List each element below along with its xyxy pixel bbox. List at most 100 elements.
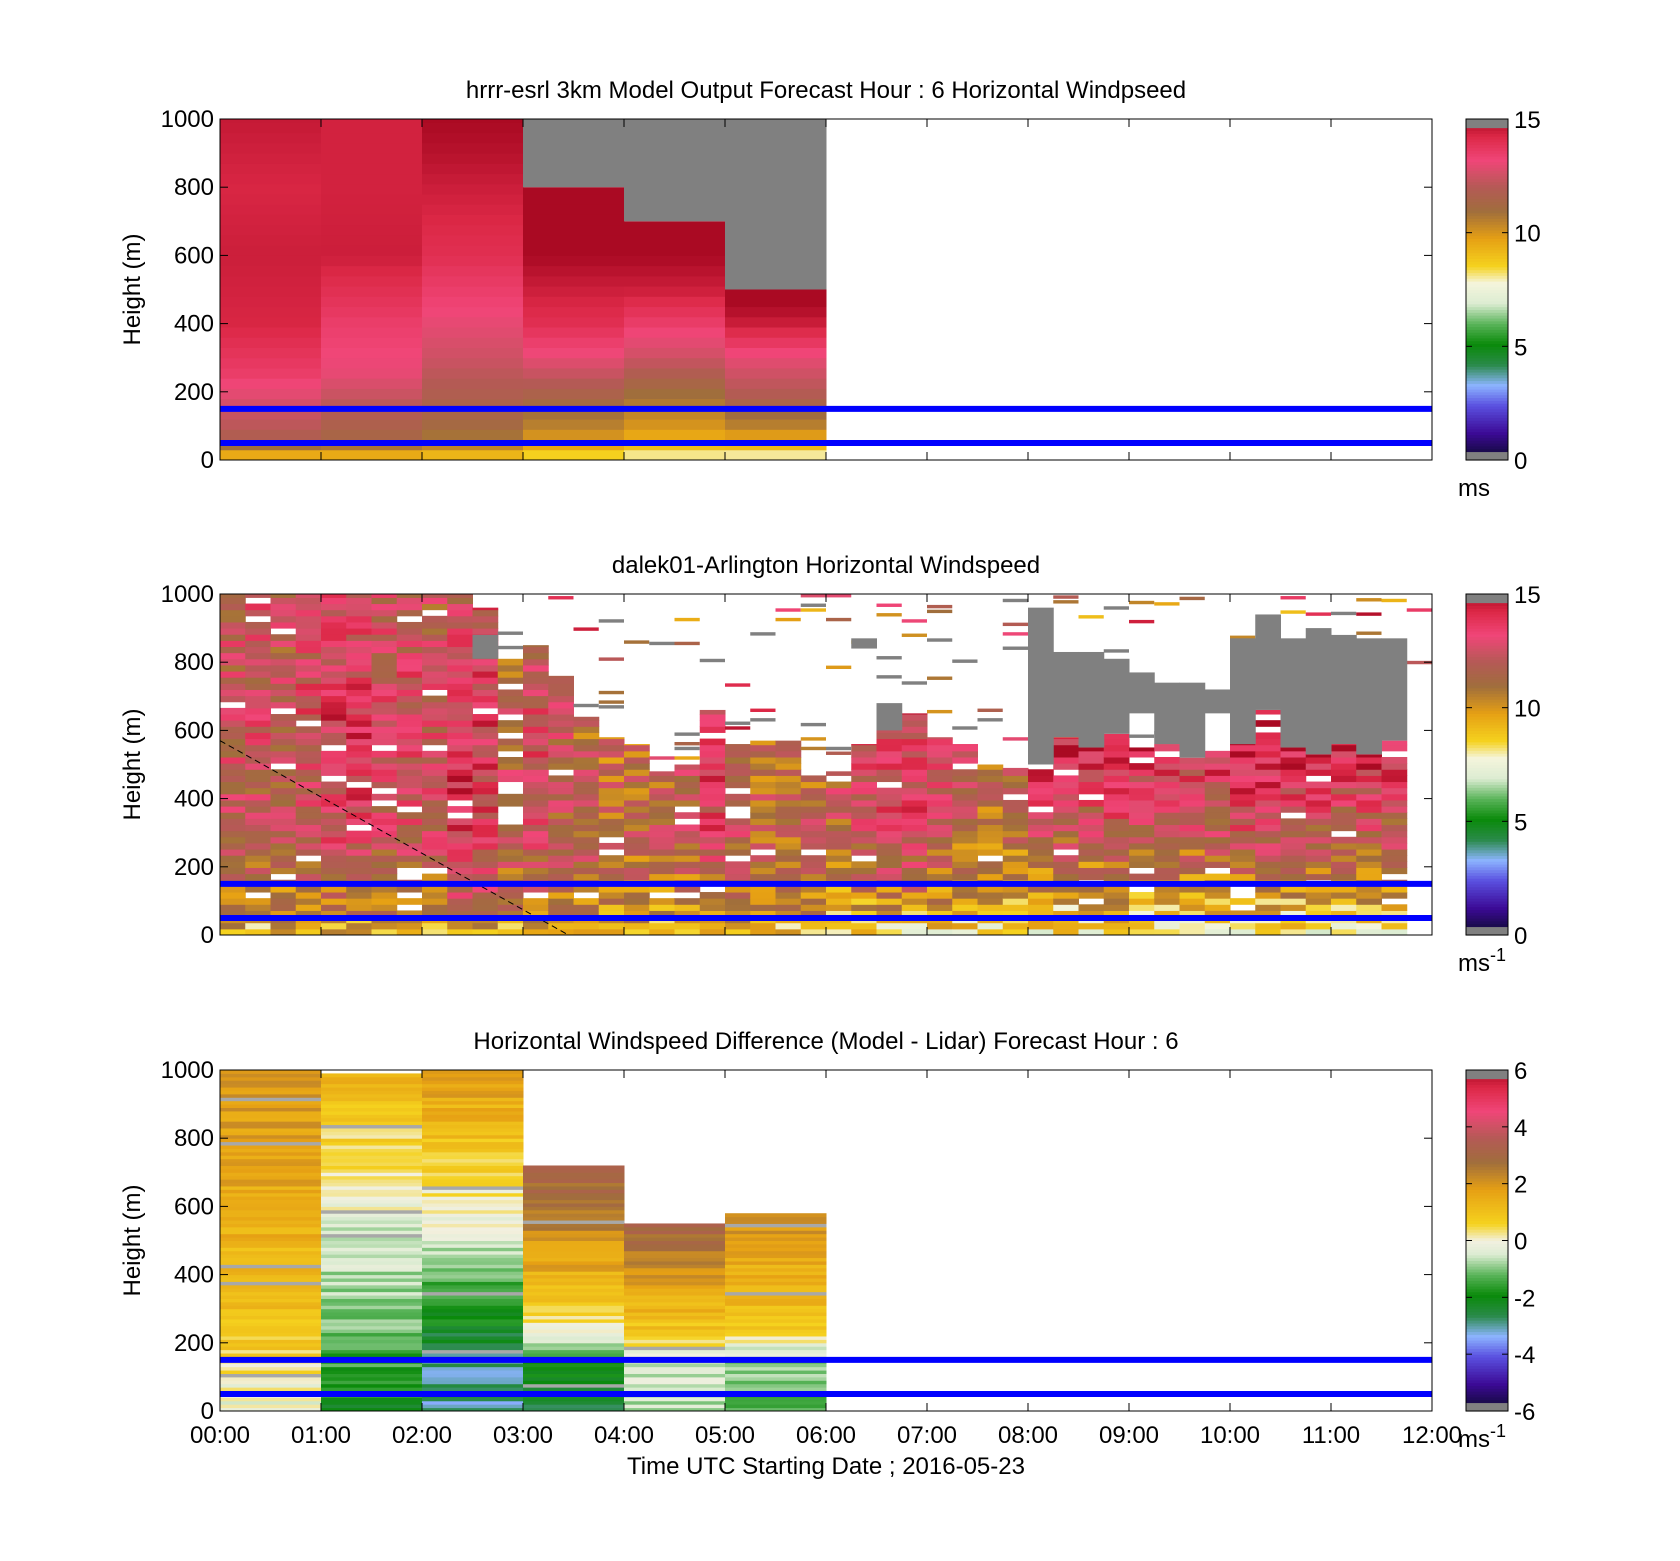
heatmap-cell xyxy=(523,1404,625,1409)
heatmap-cell xyxy=(295,812,322,819)
heatmap-cell xyxy=(876,830,903,838)
heatmap-cell xyxy=(396,799,423,807)
heatmap-cell xyxy=(422,1213,524,1218)
heatmap-cell xyxy=(447,689,473,697)
heatmap-cell xyxy=(649,641,675,646)
heatmap-cell xyxy=(346,621,372,629)
heatmap-cell xyxy=(952,867,978,875)
heatmap-cell xyxy=(295,701,322,709)
no-data-block xyxy=(1078,651,1105,748)
heatmap-cell xyxy=(422,892,448,899)
heatmap-cell xyxy=(573,830,600,838)
heatmap-cell xyxy=(1381,867,1408,875)
heatmap-cell xyxy=(800,775,827,783)
heatmap-cell xyxy=(750,781,776,789)
heatmap-cell xyxy=(1078,892,1105,899)
heatmap-cell xyxy=(422,449,524,461)
heatmap-cell xyxy=(725,1288,827,1293)
heatmap-cell xyxy=(220,1141,322,1146)
heatmap-cell xyxy=(321,658,347,666)
heatmap-cell xyxy=(523,296,625,308)
colorbar-swatch xyxy=(1466,349,1508,353)
heatmap-cell xyxy=(523,419,625,430)
heatmap-cell xyxy=(220,398,322,410)
heatmap-cell xyxy=(1103,818,1130,826)
heatmap-cell xyxy=(422,842,448,850)
y-tick-label: 600 xyxy=(174,242,214,269)
heatmap-cell xyxy=(295,726,322,733)
heatmap-cell xyxy=(396,910,423,918)
colorbar-swatch xyxy=(1466,232,1508,237)
heatmap-cell xyxy=(1129,855,1155,862)
colorbar-swatch xyxy=(1466,451,1508,455)
heatmap-cell xyxy=(396,812,423,819)
heatmap-cell xyxy=(321,337,423,348)
heatmap-cell xyxy=(220,1383,322,1388)
heatmap-cell xyxy=(1204,781,1231,789)
heatmap-cell xyxy=(523,1370,625,1374)
heatmap-cell xyxy=(725,756,751,764)
heatmap-cell xyxy=(472,873,499,881)
heatmap-cell xyxy=(220,922,246,930)
heatmap-cell xyxy=(699,763,726,770)
no-data-block xyxy=(1230,638,1256,745)
colorbar-swatch xyxy=(1466,875,1508,879)
heatmap-cell xyxy=(1305,836,1332,844)
heatmap-cell xyxy=(800,746,826,751)
heatmap-cell xyxy=(548,744,574,752)
heatmap-cell xyxy=(1103,849,1130,856)
heatmap-cell xyxy=(1129,824,1155,832)
heatmap-cell xyxy=(674,885,701,893)
heatmap-cell xyxy=(624,1223,726,1228)
heatmap-cell xyxy=(1356,612,1382,616)
heatmap-cell xyxy=(422,738,448,746)
heatmap-cell xyxy=(699,830,726,838)
heatmap-cell xyxy=(220,153,322,164)
heatmap-cell xyxy=(422,234,524,246)
heatmap-cell xyxy=(1255,738,1281,746)
colorbar-swatch xyxy=(1466,1143,1508,1148)
heatmap-cell xyxy=(624,898,650,905)
heatmap-cell xyxy=(447,775,473,783)
heatmap-cell xyxy=(699,769,726,776)
heatmap-cell xyxy=(1305,787,1332,795)
y-axis-label: Height (m) xyxy=(119,708,146,820)
heatmap-cell xyxy=(624,1298,726,1303)
colorbar-swatch xyxy=(1466,1294,1508,1298)
heatmap-cell xyxy=(321,1199,423,1204)
heatmap-cell xyxy=(220,234,322,246)
heatmap-cell xyxy=(674,741,700,746)
heatmap-cell xyxy=(876,885,903,893)
heatmap-cell xyxy=(725,1260,827,1265)
heatmap-cell xyxy=(1381,744,1408,752)
heatmap-cell xyxy=(927,763,953,770)
colorbar-tick-label: 15 xyxy=(1514,107,1541,134)
heatmap-cell xyxy=(927,904,953,911)
heatmap-cell xyxy=(1053,861,1079,868)
heatmap-cell xyxy=(422,1305,524,1310)
heatmap-cell xyxy=(1179,757,1206,764)
heatmap-cell xyxy=(1331,922,1357,930)
heatmap-cell xyxy=(624,1404,726,1409)
heatmap-cell xyxy=(220,1083,322,1088)
heatmap-cell xyxy=(497,892,524,899)
heatmap-cell xyxy=(598,769,625,776)
heatmap-cell xyxy=(295,830,322,838)
heatmap-cell xyxy=(220,594,246,598)
heatmap-cell xyxy=(523,1301,625,1306)
heatmap-cell xyxy=(775,617,801,622)
colorbar-swatch xyxy=(1466,1160,1508,1165)
heatmap-cell xyxy=(447,867,473,875)
heatmap-cell xyxy=(826,855,852,862)
heatmap-cell xyxy=(952,726,978,730)
heatmap-cell xyxy=(1381,781,1408,789)
heatmap-cell xyxy=(220,1237,322,1241)
colorbar-swatch xyxy=(1466,1092,1508,1097)
heatmap-cell xyxy=(321,1407,423,1412)
heatmap-cell xyxy=(699,781,726,789)
heatmap-cell xyxy=(1230,830,1256,838)
heatmap-cell xyxy=(624,756,650,764)
colorbar-swatch xyxy=(1466,437,1508,441)
no-data-block xyxy=(1381,638,1408,741)
heatmap-cell xyxy=(1154,873,1180,881)
